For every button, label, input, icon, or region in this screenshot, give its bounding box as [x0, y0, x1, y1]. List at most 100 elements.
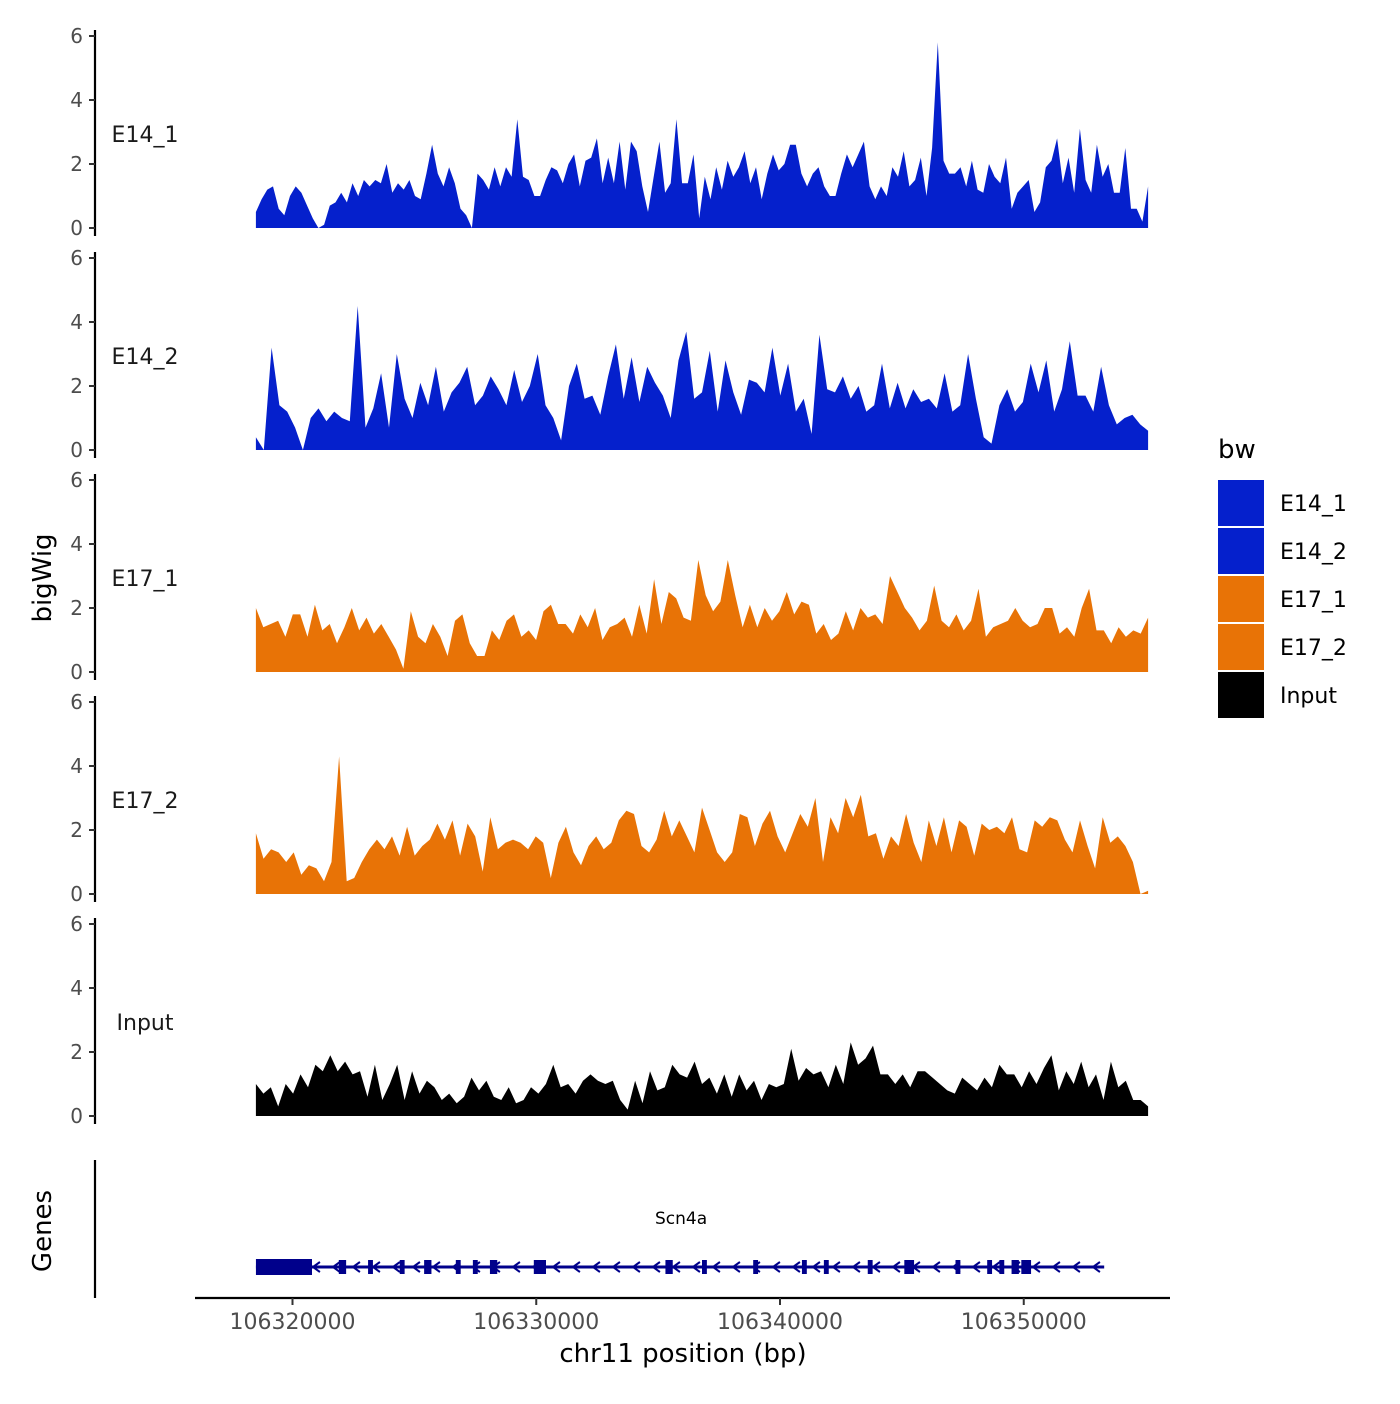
strand-arrow: [931, 1261, 941, 1273]
track-label-Input: Input: [117, 1011, 174, 1036]
signal-area-E14_2: [255, 306, 1149, 450]
y-tick-label: 2: [70, 596, 83, 620]
gene-exon: [338, 1260, 347, 1274]
gene-exon: [368, 1260, 373, 1274]
gene-name-label: Scn4a: [655, 1209, 707, 1229]
signal-area-E17_2: [255, 756, 1149, 894]
gene-exon: [904, 1260, 915, 1274]
gene-exon: [823, 1260, 829, 1274]
track-label-E14_2: E14_2: [112, 345, 179, 370]
strand-arrow: [1031, 1261, 1041, 1273]
gene-exon: [955, 1260, 961, 1274]
legend-label-E14_1: E14_1: [1280, 492, 1347, 517]
y-tick-label: 6: [70, 912, 83, 936]
gene-exon: [867, 1260, 873, 1274]
legend: bw E14_1 E14_2 E17_1 E17_2 Input: [1218, 435, 1347, 718]
gene-exon: [489, 1260, 498, 1274]
y-tick-label: 6: [70, 24, 83, 48]
y-tick-label: 6: [70, 468, 83, 492]
track-label-E17_2: E17_2: [112, 789, 179, 814]
strand-arrow: [791, 1261, 801, 1273]
strand-arrow: [631, 1261, 641, 1273]
y-tick-label: 2: [70, 1040, 83, 1064]
track-label-E17_1: E17_1: [112, 567, 179, 592]
strand-arrow: [711, 1261, 721, 1273]
gene-exon: [753, 1260, 759, 1274]
y-tick-label: 2: [70, 374, 83, 398]
track-label-E14_1: E14_1: [112, 123, 179, 148]
strand-arrow: [351, 1261, 361, 1273]
legend-swatch-E14_1: [1218, 480, 1264, 526]
legend-label-E17_2: E17_2: [1280, 636, 1347, 661]
y-axis-title: bigWig: [28, 533, 58, 622]
strand-arrow: [611, 1261, 621, 1273]
strand-arrow: [671, 1261, 681, 1273]
gene-exon: [424, 1260, 432, 1274]
y-tick-label: 0: [70, 438, 83, 462]
strand-arrow: [331, 1261, 341, 1273]
legend-swatch-E17_1: [1218, 576, 1264, 622]
strand-arrow: [731, 1261, 741, 1273]
strand-arrow: [571, 1261, 581, 1273]
strand-arrow: [511, 1261, 521, 1273]
strand-arrow: [651, 1261, 661, 1273]
strand-arrow: [771, 1261, 781, 1273]
x-tick-label: 106340000: [717, 1310, 843, 1335]
y-tick-label: 4: [70, 754, 83, 778]
strand-arrow: [311, 1261, 321, 1273]
signal-panel-E17_1: 0 2 4 6 E17_1: [70, 468, 1149, 684]
strand-arrow: [891, 1261, 901, 1273]
legend-label-E14_2: E14_2: [1280, 540, 1347, 565]
gene-exon: [455, 1260, 461, 1274]
signal-area-E14_1: [255, 42, 1149, 229]
gene-exon: [801, 1260, 807, 1274]
gene-panel: Scn4a: [93, 1160, 1105, 1298]
gene-exon: [533, 1260, 546, 1274]
gene-exon: [665, 1260, 673, 1274]
strand-arrow: [1051, 1261, 1061, 1273]
gene-exon: [255, 1259, 312, 1275]
strand-arrow: [971, 1261, 981, 1273]
strand-arrow: [1071, 1261, 1081, 1273]
x-axis-title: chr11 position (bp): [559, 1339, 806, 1369]
legend-swatch-Input: [1218, 672, 1264, 718]
signal-panel-E14_2: 0 2 4 6 E14_2: [70, 246, 1149, 462]
strand-arrow: [831, 1261, 841, 1273]
y-tick-label: 0: [70, 882, 83, 906]
strand-arrow: [431, 1261, 441, 1273]
strand-arrow: [551, 1261, 561, 1273]
signal-area-Input: [255, 1042, 1149, 1116]
y-tick-label: 4: [70, 88, 83, 112]
gene-track-title: Genes: [28, 1190, 58, 1272]
legend-title: bw: [1218, 435, 1256, 465]
gene-exon: [702, 1260, 707, 1274]
y-tick-label: 6: [70, 690, 83, 714]
y-tick-label: 4: [70, 310, 83, 334]
x-tick-label: 106320000: [230, 1310, 356, 1335]
y-tick-label: 4: [70, 976, 83, 1000]
x-tick-label: 106350000: [961, 1310, 1087, 1335]
legend-swatch-E17_2: [1218, 624, 1264, 670]
gene-exon: [399, 1260, 405, 1274]
legend-label-E17_1: E17_1: [1280, 588, 1347, 613]
strand-arrow: [371, 1261, 381, 1273]
gene-exon: [1021, 1260, 1032, 1274]
y-tick-label: 2: [70, 152, 83, 176]
strand-arrow: [591, 1261, 601, 1273]
strand-arrow: [871, 1261, 881, 1273]
signal-panels: 0 2 4 6 E14_1 0 2 4 6 E14_2 0 2 4 6 E17_1 0 2 4 6 E17_2 0 2 4 6…: [70, 24, 1149, 1128]
gene-exon: [987, 1260, 993, 1274]
y-tick-label: 0: [70, 216, 83, 240]
x-axis: 106320000 106330000 106340000 106350000: [195, 1296, 1170, 1335]
signal-panel-E17_2: 0 2 4 6 E17_2: [70, 690, 1149, 906]
x-tick-label: 106330000: [473, 1310, 599, 1335]
strand-arrow: [691, 1261, 701, 1273]
gene-exon: [472, 1260, 478, 1274]
gene-exon: [1011, 1260, 1019, 1274]
signal-panel-E14_1: 0 2 4 6 E14_1: [70, 24, 1149, 240]
y-tick-label: 6: [70, 246, 83, 270]
signal-area-E17_1: [255, 560, 1149, 672]
legend-swatch-E14_2: [1218, 528, 1264, 574]
